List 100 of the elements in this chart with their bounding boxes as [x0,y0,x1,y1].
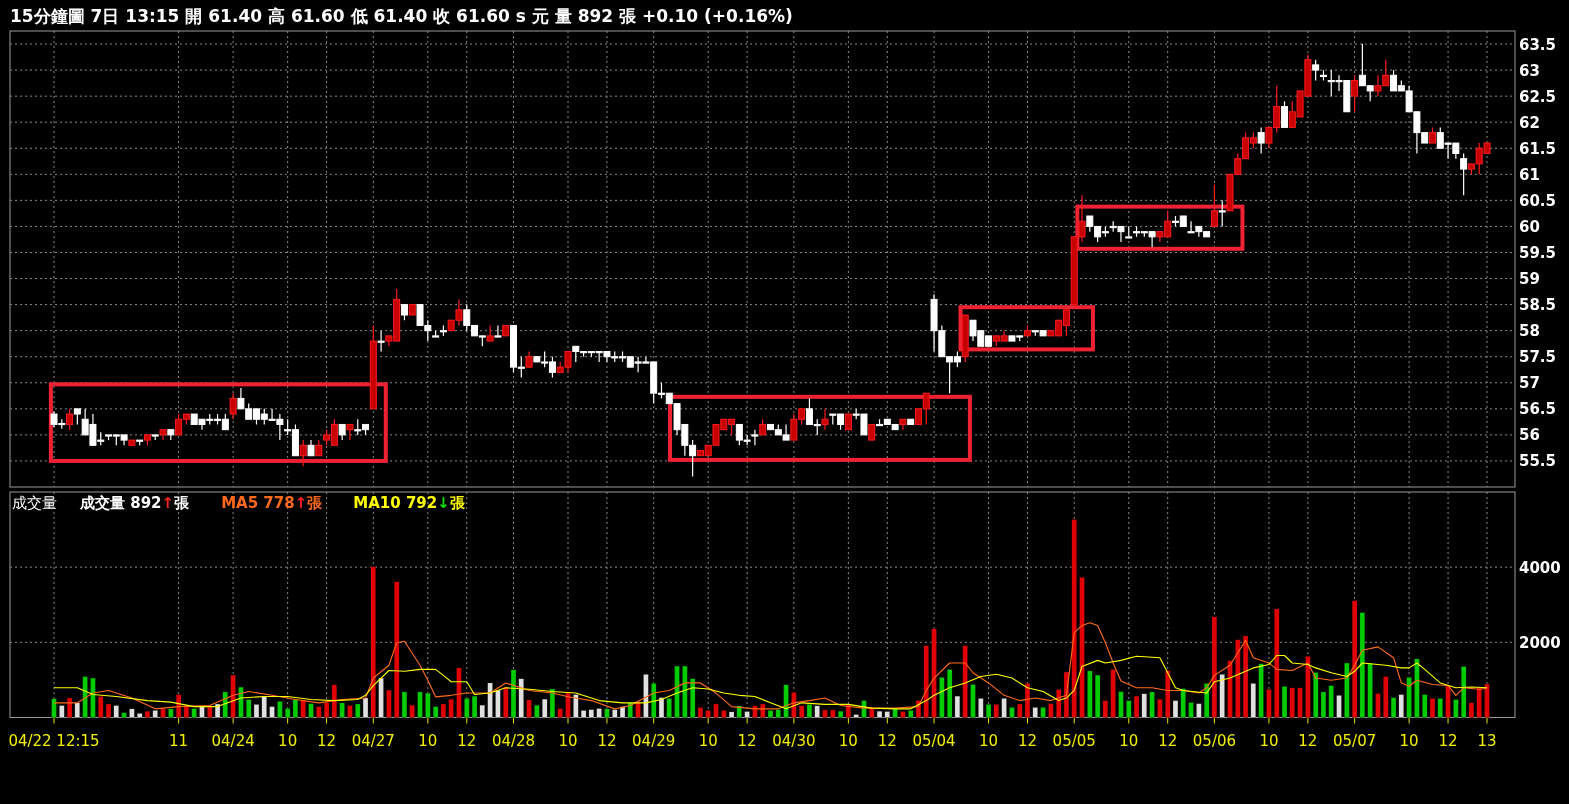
x-tick-label: 12 [317,732,337,750]
y-tick-label: 61.5 [1519,139,1557,158]
x-tick-label: 12 [1158,732,1178,750]
candlestick [1210,184,1218,228]
bar [1406,677,1412,718]
y-tick-label: 59.5 [1519,243,1557,262]
candlestick [1351,74,1359,113]
bar [1040,707,1046,718]
bar [1188,702,1194,718]
candlestick [494,324,502,338]
y-tick-label: 62.5 [1519,87,1557,106]
y-tick-label: 60 [1519,217,1540,236]
bar [1445,685,1451,718]
x-tick-label: 11 [169,732,189,750]
y-tick-label: 63 [1519,61,1540,80]
bar [565,692,571,718]
bar [417,691,423,718]
y-tick-label: 58 [1519,322,1540,341]
candlestick [229,392,237,420]
x-tick-label: 10 [1399,732,1419,750]
bar [783,684,789,718]
bar [1375,693,1381,718]
bar [308,703,314,718]
bar [970,684,976,718]
y-tick-label: 2000 [1519,633,1561,652]
bar [347,705,353,718]
y-tick-label: 57.5 [1519,348,1557,367]
x-tick-label: 05/07 [1332,732,1377,750]
text: MA10 792↓張 [353,494,465,512]
candlestick [1281,100,1289,129]
x-tick-label: 10 [278,732,298,750]
y-tick-label: 58.5 [1519,296,1557,315]
x-tick-label: 12 [1017,732,1038,750]
bar [892,708,898,718]
x-tick-label: 12 [1438,732,1458,750]
bar [931,628,937,718]
x-tick-label: 04/29 [632,732,676,750]
y-tick-label: 62 [1519,113,1540,132]
chart-title: 成交量 [12,494,57,512]
x-tick-label: 13 [1477,732,1497,750]
y-tick-label: 59 [1519,270,1540,289]
bar [1157,698,1163,718]
x-tick-label: 04/27 [351,732,395,750]
candlestick [1257,126,1265,155]
x-tick-label: 04/24 [211,732,255,750]
x-tick-label: 12 [457,732,477,750]
bar [386,689,392,718]
bar [199,705,205,718]
bar [1266,689,1272,718]
bar [51,698,57,718]
bar [643,674,649,718]
x-tick-label: 12 [737,732,757,750]
line-series [53,622,1488,710]
x-tick-label: 04/28 [491,732,536,750]
bar [744,711,750,718]
x-tick-label: 05/05 [1052,732,1096,750]
x-tick-label: 10 [838,732,858,750]
bar [1009,707,1015,718]
bar [90,677,96,718]
bar [121,712,127,718]
bar [900,711,906,718]
candlestick [1460,152,1468,196]
bar [526,699,532,718]
y-tick-label: 55.5 [1519,452,1557,471]
x-tick-label: 04/30 [772,732,816,750]
candlestick [486,324,494,342]
x-tick-label: 10 [698,732,718,750]
bar [674,665,680,718]
x-tick-label: 05/04 [912,732,956,750]
x-tick-label: 10 [1259,732,1279,750]
bar [1227,660,1233,718]
x-tick-label: 12 [877,732,897,750]
bar [1079,577,1085,718]
bar [456,667,462,718]
x-tick-label: 12 [597,732,617,750]
bar [1414,658,1420,718]
bar [269,706,275,718]
candlestick [66,408,74,431]
bar [635,701,641,718]
candlestick [346,423,354,441]
bar [378,677,384,718]
bar [238,686,244,718]
bar [713,703,719,718]
candlestick [1312,59,1320,82]
chart-title: 15分鐘圖 7日 13:15 開 61.40 高 61.60 低 61.40 收 61.60 s 元 量 892 張 +0.10 (+0.16%) [10,6,793,26]
bar [487,682,493,718]
bar [1118,691,1124,718]
bar [791,692,797,718]
y-tick-label: 4000 [1519,558,1561,577]
y-tick-label: 63.5 [1519,35,1557,54]
bar [1297,687,1303,718]
y-tick-label: 56 [1519,426,1540,445]
candlestick [1218,199,1226,228]
text: 成交量 892↑張 [79,494,191,512]
candlestick [821,408,829,431]
y-tick-label: 61 [1519,165,1540,184]
candlestick [751,429,759,446]
x-tick-label: 05/06 [1192,732,1237,750]
x-tick-label: 10 [418,732,438,750]
y-tick-label: 60.5 [1519,191,1557,210]
